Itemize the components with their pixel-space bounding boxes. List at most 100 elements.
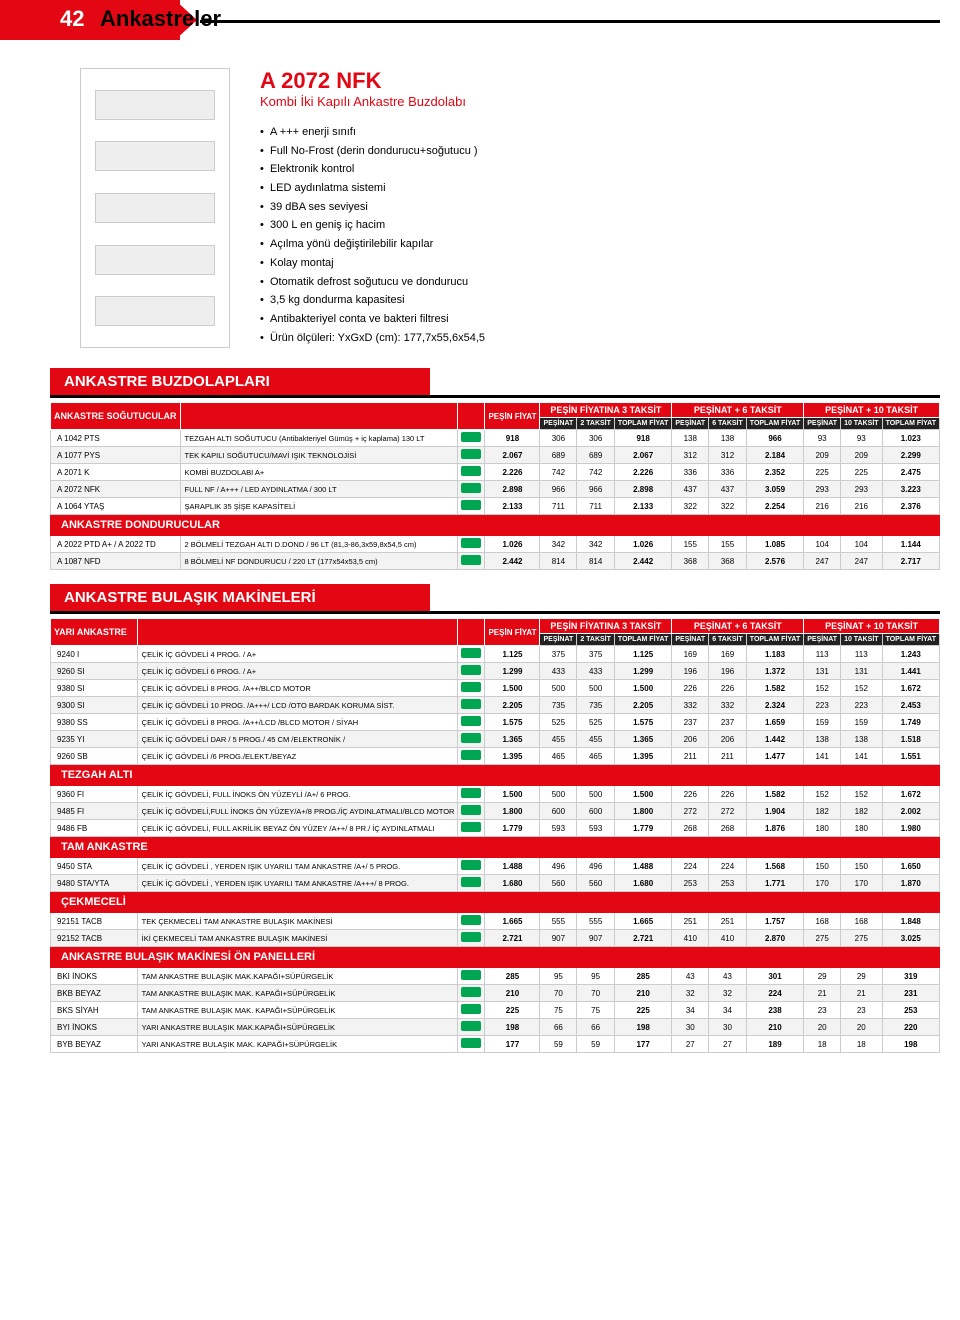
cell-desc: TEZGAH ALTI SOĞUTUCU (Antibakteriyel Güm… [180, 430, 458, 447]
cell-value: 500 [540, 786, 577, 803]
cell-value: 1.749 [882, 714, 939, 731]
cell-value: 1.365 [485, 731, 540, 748]
feature-item: Açılma yönü değiştirilebilir kapılar [260, 235, 880, 254]
cell-desc: TAM ANKASTRE BULAŞIK MAK. KAPAĞI+SÜPÜRGE… [137, 1002, 458, 1019]
cell-value: 1.500 [614, 680, 671, 697]
cell-value: 3.059 [746, 481, 803, 498]
cell-badge [458, 697, 485, 714]
cell-value: 253 [709, 875, 747, 892]
feature-item: Ürün ölçüleri: YxGxD (cm): 177,7x55,6x54… [260, 329, 880, 348]
cell-value: 216 [841, 498, 883, 515]
table-row: 9235 YIÇELİK İÇ GÖVDELİ DAR / 5 PROG./ 4… [51, 731, 940, 748]
cell-value: 2.067 [614, 447, 671, 464]
cell-value: 1.771 [746, 875, 803, 892]
cell-value: 131 [841, 663, 883, 680]
table-row: 92151 TACBTEK ÇEKMECELİ TAM ANKASTRE BUL… [51, 913, 940, 930]
cell-code: 9360 FI [51, 786, 138, 803]
feature-list: A +++ enerji sınıfıFull No-Frost (derin … [260, 123, 880, 347]
cell-value: 226 [672, 786, 709, 803]
cell-value: 220 [882, 1019, 939, 1036]
table-row: 9380 SIÇELİK İÇ GÖVDELİ 8 PROG. /A++/BLC… [51, 680, 940, 697]
cell-value: 231 [882, 985, 939, 1002]
cell-desc: TEK ÇEKMECELİ TAM ANKASTRE BULAŞIK MAKİN… [137, 913, 458, 930]
cell-value: 152 [841, 786, 883, 803]
cell-value: 500 [577, 786, 615, 803]
cell-desc: FULL NF / A+++ / LED AYDINLATMA / 300 LT [180, 481, 458, 498]
cell-value: 18 [804, 1036, 841, 1053]
cell-value: 225 [804, 464, 841, 481]
cell-value: 1.870 [882, 875, 939, 892]
cell-value: 600 [577, 803, 615, 820]
feature-item: LED aydınlatma sistemi [260, 179, 880, 198]
cell-value: 113 [841, 646, 883, 663]
cell-value: 198 [485, 1019, 540, 1036]
cell-value: 2.324 [746, 697, 803, 714]
cell-code: 92152 TACB [51, 930, 138, 947]
cell-value: 93 [804, 430, 841, 447]
cell-desc: YARI ANKASTRE BULAŞIK MAK. KAPAĞI+SÜPÜRG… [137, 1036, 458, 1053]
cell-value: 189 [746, 1036, 803, 1053]
cell-value: 742 [577, 464, 615, 481]
cell-value: 66 [540, 1019, 577, 1036]
cell-code: A 2022 PTD A+ / A 2022 TD [51, 536, 181, 553]
cell-value: 211 [709, 748, 747, 765]
cell-value: 375 [540, 646, 577, 663]
cell-code: A 1077 PYS [51, 447, 181, 464]
cell-value: 2.205 [485, 697, 540, 714]
cell-value: 1.551 [882, 748, 939, 765]
cell-desc: İKİ ÇEKMECELİ TAM ANKASTRE BULAŞIK MAKİN… [137, 930, 458, 947]
feature-item: 39 dBA ses seviyesi [260, 198, 880, 217]
cell-value: 168 [841, 913, 883, 930]
table-row: 9260 SIÇELİK İÇ GÖVDELİ 6 PROG. / A+1.29… [51, 663, 940, 680]
table-subheader: TEZGAH ALTI [51, 765, 940, 786]
cell-value: 1.650 [882, 858, 939, 875]
section-title-bar: ANKASTRE BULAŞIK MAKİNELERİ [50, 584, 940, 614]
cell-code: BYB BEYAZ [51, 1036, 138, 1053]
cell-value: 689 [577, 447, 615, 464]
cell-code: A 2071 K [51, 464, 181, 481]
cell-value: 1.026 [485, 536, 540, 553]
cell-value: 18 [841, 1036, 883, 1053]
cell-value: 152 [804, 786, 841, 803]
feature-item: 300 L en geniş iç hacim [260, 216, 880, 235]
cell-value: 210 [485, 985, 540, 1002]
cell-code: 9260 SI [51, 663, 138, 680]
cell-value: 253 [672, 875, 709, 892]
cell-value: 1.980 [882, 820, 939, 837]
table-row: A 1064 YTAŞŞARAPLIK 35 ŞİŞE KAPASİTELİ2.… [51, 498, 940, 515]
cell-value: 525 [577, 714, 615, 731]
cell-value: 2.133 [485, 498, 540, 515]
table-row: 9240 IÇELİK İÇ GÖVDELİ 4 PROG. / A+1.125… [51, 646, 940, 663]
cell-value: 2.226 [485, 464, 540, 481]
table-subheader: ANKASTRE DONDURUCULAR [51, 515, 940, 536]
table-subheader: TAM ANKASTRE [51, 837, 940, 858]
cell-value: 560 [577, 875, 615, 892]
cell-value: 29 [841, 968, 883, 985]
cell-value: 138 [672, 430, 709, 447]
table-row: 9260 SBÇELİK İÇ GÖVDELİ /6 PROG./ELEKT./… [51, 748, 940, 765]
cell-value: 210 [614, 985, 671, 1002]
cell-value: 93 [841, 430, 883, 447]
cell-value: 251 [672, 913, 709, 930]
cell-value: 1.144 [882, 536, 939, 553]
cell-value: 1.800 [485, 803, 540, 820]
cell-value: 196 [672, 663, 709, 680]
cell-desc: ÇELİK İÇ GÖVDELİ, FULL AKRİLİK BEYAZ ÖN … [137, 820, 458, 837]
cell-value: 238 [746, 1002, 803, 1019]
cell-badge [458, 1002, 485, 1019]
cell-value: 113 [804, 646, 841, 663]
cell-badge [458, 1019, 485, 1036]
cell-desc: TAM ANKASTRE BULAŞIK MAK. KAPAĞI+SÜPÜRGE… [137, 985, 458, 1002]
cell-value: 711 [540, 498, 577, 515]
cell-value: 23 [804, 1002, 841, 1019]
cell-value: 322 [709, 498, 747, 515]
cell-value: 2.717 [882, 553, 939, 570]
cell-value: 2.226 [614, 464, 671, 481]
cell-value: 170 [841, 875, 883, 892]
cell-value: 3.025 [882, 930, 939, 947]
cell-value: 1.800 [614, 803, 671, 820]
cell-value: 368 [672, 553, 709, 570]
cell-value: 711 [577, 498, 615, 515]
cell-value: 1.500 [485, 786, 540, 803]
cell-value: 272 [709, 803, 747, 820]
